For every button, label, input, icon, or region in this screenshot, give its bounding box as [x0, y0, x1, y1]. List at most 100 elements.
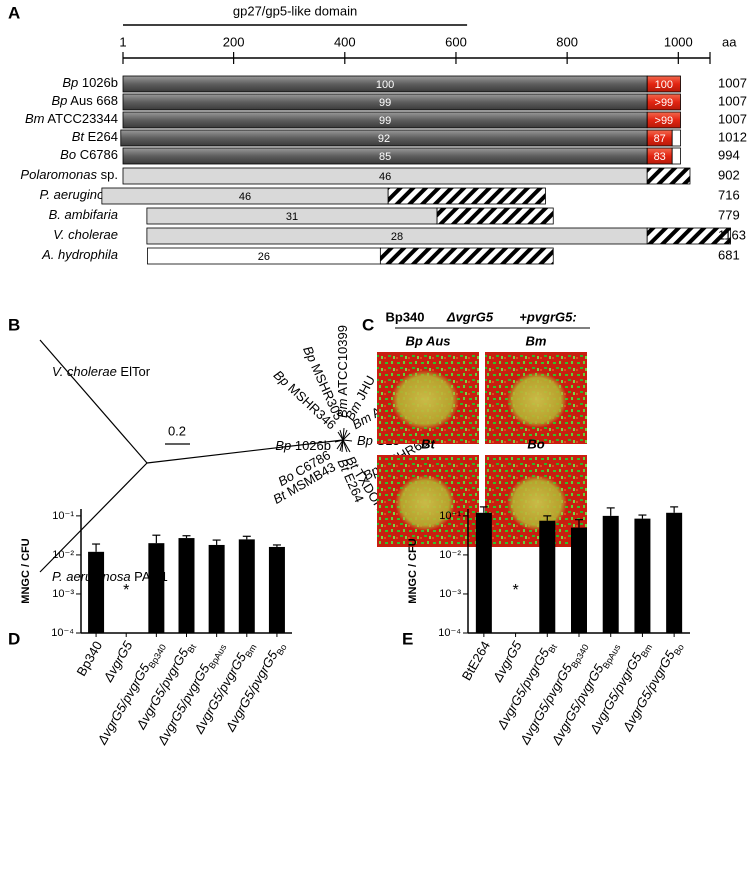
protein-segment: [646, 75, 681, 93]
panel-label: E: [402, 629, 413, 648]
length-label: 681: [718, 247, 740, 262]
panel-label: C: [362, 315, 374, 334]
row-name: Bt E264: [72, 129, 118, 144]
row-name-part: E264: [88, 129, 118, 144]
leaf-label-part: JHU: [353, 373, 378, 402]
row-name-part: P. aeruginosa: [39, 187, 118, 202]
row-name-part: Bm: [25, 111, 45, 126]
length-label: 1007: [718, 75, 747, 90]
identity-label: 99: [379, 97, 391, 109]
panel-label: D: [8, 629, 20, 648]
protein-segment: [387, 187, 546, 205]
image-label: Bo: [527, 436, 544, 451]
row-name-part: Bt: [72, 129, 86, 144]
row-name-part: V. cholerae: [53, 227, 118, 242]
tree-branch: [339, 439, 344, 452]
y-tick-label: 10⁻³: [439, 588, 461, 600]
leaf-label-part: Bp: [300, 344, 320, 365]
protein-segment: [646, 111, 681, 129]
identity-label: 28: [391, 231, 403, 243]
protein-segment: [646, 227, 731, 245]
scale-tick-label: 200: [223, 34, 245, 49]
bar: [602, 515, 619, 633]
protein-segment: [379, 247, 554, 265]
bar: [634, 518, 651, 633]
row-name-part: C6786: [80, 147, 118, 162]
panel-label: B: [8, 315, 20, 334]
image-label: Bt: [421, 436, 435, 451]
identity-label: >99: [655, 97, 674, 109]
x-tick-label-part: Bp340: [569, 643, 591, 671]
identity-label: 26: [258, 251, 270, 263]
length-label: 1007: [718, 111, 747, 126]
identity-label: 46: [239, 191, 251, 203]
x-tick-label-part: BpAus: [601, 642, 623, 670]
scale-bar-label: 0.2: [168, 423, 186, 438]
y-tick-label: 10⁻¹: [439, 510, 461, 522]
length-label: 779: [718, 207, 740, 222]
y-tick-label: 10⁻¹: [52, 510, 74, 522]
bar: [208, 544, 225, 633]
y-axis-label: MNGC / CFU: [20, 538, 32, 603]
protein-segment: [646, 93, 681, 111]
bar: [268, 546, 285, 633]
bar: [666, 512, 683, 633]
domain-label: gp27/gp5-like domain: [233, 3, 357, 18]
plaque: [507, 372, 567, 428]
tree-branch: [336, 439, 344, 450]
row-name-part: Aus 668: [70, 93, 118, 108]
row-name-part: Bp: [51, 93, 67, 108]
x-tick-label: Bp340: [74, 639, 106, 679]
row-name-part: B. ambifaria: [49, 207, 118, 222]
leaf-label-part: Bp: [357, 433, 373, 448]
tree-branch: [334, 439, 344, 443]
length-label: 1012: [718, 129, 747, 144]
row-name: Polaromonas sp.: [20, 167, 118, 182]
x-tick-label-part: Bo: [275, 643, 289, 658]
tree-branch: [39, 462, 148, 573]
row-name: A. hydrophila: [41, 247, 118, 262]
row-name-part: ATCC23344: [47, 111, 118, 126]
length-label: 1163: [718, 227, 746, 242]
x-tick-label-part: Bp340: [74, 639, 106, 679]
leaf-label-part: Bp: [275, 438, 291, 453]
y-tick-label: 10⁻²: [52, 549, 74, 561]
tree-branch: [339, 429, 344, 441]
leaf-label: V. cholerae ElTor: [52, 364, 151, 379]
row-name-part: Bp: [62, 75, 78, 90]
row-name: P. aeruginosa: [39, 187, 118, 202]
identity-label: 46: [379, 171, 391, 183]
plaque: [507, 475, 567, 531]
row-name: Bm ATCC23344: [25, 111, 118, 126]
tree-branch: [342, 439, 353, 442]
y-tick-label: 10⁻⁴: [438, 627, 461, 639]
row-name: Bo C6786: [60, 147, 118, 162]
protein-segment: [646, 167, 691, 185]
length-label: 902: [718, 167, 740, 182]
row-name-part: Polaromonas: [20, 167, 97, 182]
tree-branch: [146, 439, 344, 464]
identity-label: 92: [378, 133, 390, 145]
bar: [178, 538, 195, 633]
leaf-label: Bm ATCC10399: [335, 325, 350, 418]
identity-label: 100: [376, 79, 394, 91]
leaf-label-part: ElTor: [120, 364, 150, 379]
scale-tick-label: 1000: [664, 34, 693, 49]
leaf-label-part: Bm: [335, 398, 350, 418]
length-label: 716: [718, 187, 740, 202]
identity-label: 100: [655, 79, 673, 91]
bar: [475, 512, 492, 633]
scale-tick-label: 400: [334, 34, 356, 49]
protein-segment: [671, 147, 681, 165]
leaf-label-part: ATCC10399: [335, 325, 350, 396]
leaf-label-part: V. cholerae: [52, 364, 117, 379]
row-name-part: 1026b: [82, 75, 118, 90]
row-name: Bp Aus 668: [51, 93, 118, 108]
mutant-label: ΔvgrG5: [446, 309, 494, 324]
y-tick-label: 10⁻²: [439, 549, 461, 561]
bar: [238, 539, 255, 633]
identity-label: 85: [379, 151, 391, 163]
protein-segment: [436, 207, 554, 225]
x-tick-label-part: Bo: [672, 643, 686, 658]
tree-branch: [342, 429, 348, 441]
